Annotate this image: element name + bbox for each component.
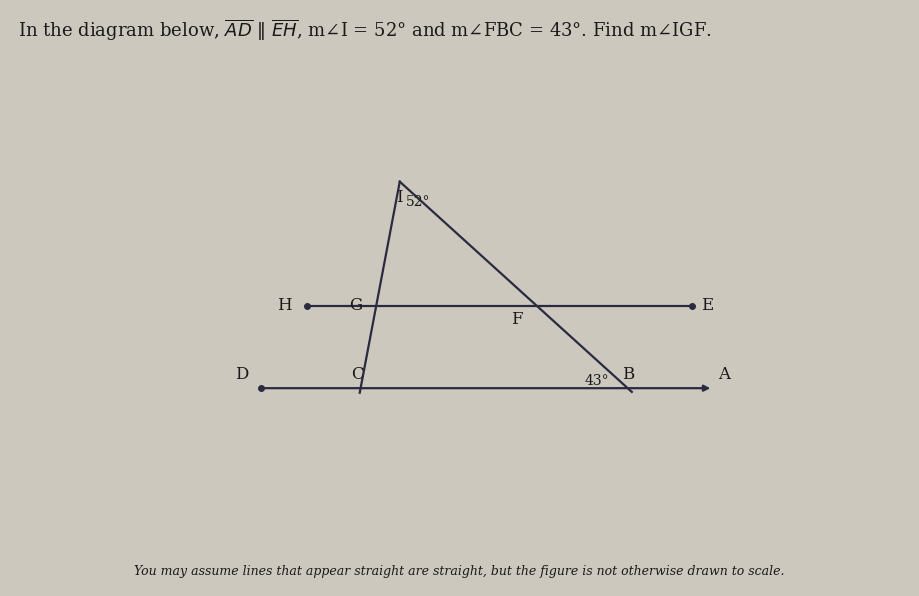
Text: 52°: 52° xyxy=(405,195,430,209)
Text: D: D xyxy=(234,366,248,383)
Text: F: F xyxy=(512,311,523,328)
Text: E: E xyxy=(701,297,713,314)
Text: I: I xyxy=(396,189,403,206)
Text: You may assume lines that appear straight are straight, but the figure is not ot: You may assume lines that appear straigh… xyxy=(134,565,785,578)
Text: 43°: 43° xyxy=(585,374,609,388)
Text: B: B xyxy=(621,366,634,383)
Text: G: G xyxy=(349,297,363,314)
Text: C: C xyxy=(351,366,363,383)
Text: H: H xyxy=(277,297,291,314)
Text: A: A xyxy=(718,366,730,383)
Text: In the diagram below, $\overline{AD}$ $\|$ $\overline{EH}$, m∠I = 52° and m∠FBC : In the diagram below, $\overline{AD}$ $\… xyxy=(18,18,712,44)
